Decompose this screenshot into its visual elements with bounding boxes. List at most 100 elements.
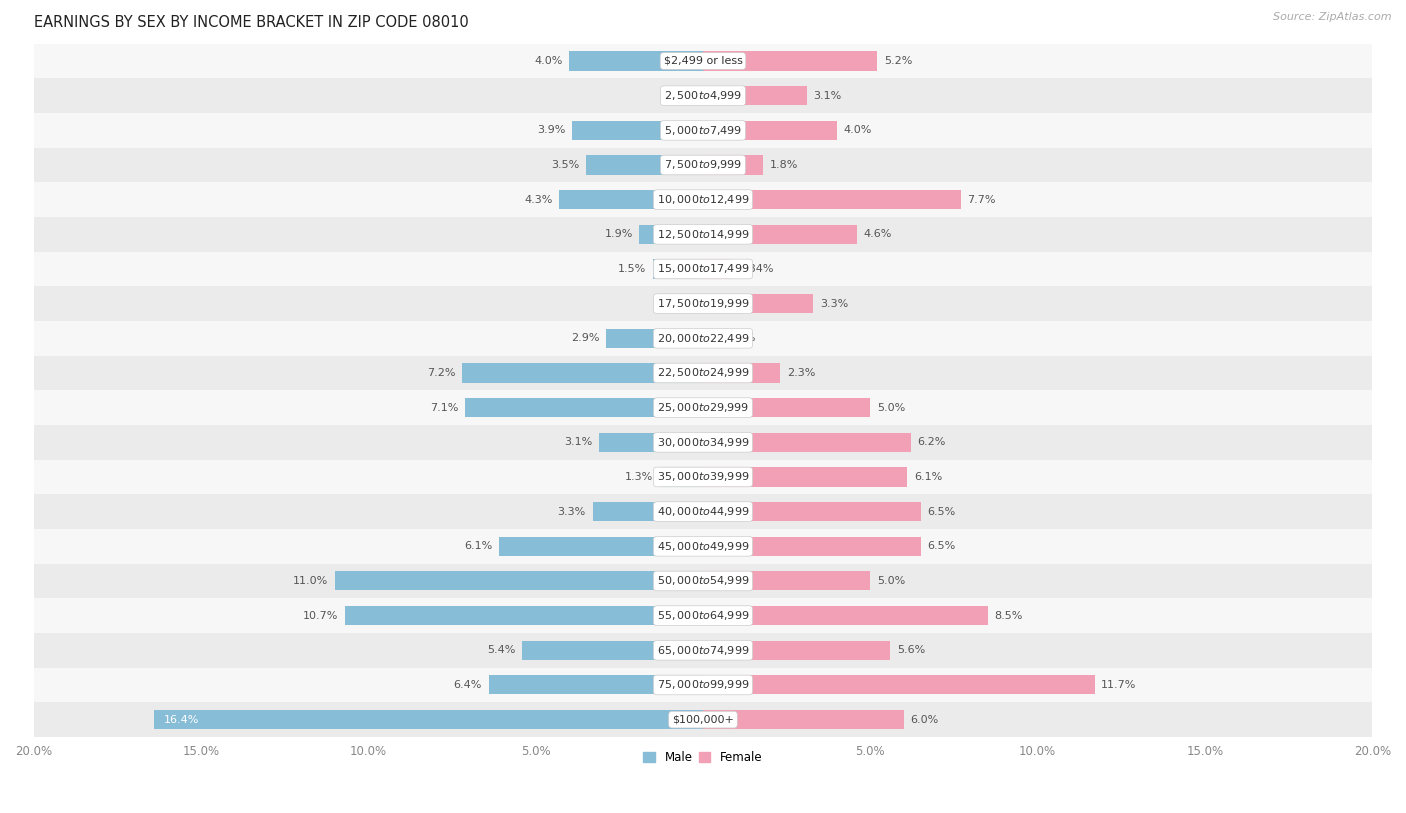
Bar — [34, 494, 1372, 529]
Text: 6.4%: 6.4% — [454, 680, 482, 690]
Text: 5.4%: 5.4% — [488, 646, 516, 655]
Text: $10,000 to $12,499: $10,000 to $12,499 — [657, 193, 749, 207]
Bar — [599, 433, 703, 452]
Text: $50,000 to $54,999: $50,000 to $54,999 — [657, 575, 749, 588]
Bar — [703, 606, 987, 625]
Text: 6.1%: 6.1% — [914, 472, 942, 482]
Bar — [34, 633, 1372, 667]
Text: $30,000 to $34,999: $30,000 to $34,999 — [657, 436, 749, 449]
Text: 5.0%: 5.0% — [877, 402, 905, 413]
Bar — [703, 676, 1095, 694]
Text: 4.6%: 4.6% — [863, 229, 891, 239]
Bar — [652, 259, 703, 279]
Bar — [34, 148, 1372, 182]
Bar — [703, 537, 921, 556]
Text: 0.12%: 0.12% — [657, 298, 692, 309]
Bar — [703, 121, 837, 140]
Bar — [703, 86, 807, 105]
Text: Source: ZipAtlas.com: Source: ZipAtlas.com — [1274, 12, 1392, 22]
Bar — [34, 252, 1372, 286]
Bar — [572, 121, 703, 140]
Text: $7,500 to $9,999: $7,500 to $9,999 — [664, 159, 742, 172]
Text: $40,000 to $44,999: $40,000 to $44,999 — [657, 505, 749, 518]
Text: 1.5%: 1.5% — [617, 264, 647, 274]
Bar — [34, 217, 1372, 252]
Text: 3.9%: 3.9% — [537, 125, 565, 135]
Bar — [522, 641, 703, 660]
Bar — [34, 702, 1372, 737]
Bar — [463, 363, 703, 382]
Text: 4.0%: 4.0% — [534, 56, 562, 66]
Bar — [499, 537, 703, 556]
Text: $20,000 to $22,499: $20,000 to $22,499 — [657, 332, 749, 345]
Bar — [703, 572, 870, 590]
Bar — [703, 51, 877, 71]
Bar — [560, 190, 703, 209]
Text: 6.5%: 6.5% — [928, 506, 956, 516]
Text: 7.1%: 7.1% — [430, 402, 458, 413]
Text: $45,000 to $49,999: $45,000 to $49,999 — [657, 540, 749, 553]
Text: 0.0%: 0.0% — [668, 91, 696, 101]
Text: $25,000 to $29,999: $25,000 to $29,999 — [657, 401, 749, 414]
Bar — [703, 433, 911, 452]
Text: $12,500 to $14,999: $12,500 to $14,999 — [657, 228, 749, 241]
Bar — [344, 606, 703, 625]
Bar — [155, 710, 703, 729]
Text: 6.0%: 6.0% — [911, 715, 939, 724]
Text: 11.7%: 11.7% — [1101, 680, 1136, 690]
Bar — [659, 467, 703, 486]
Text: $5,000 to $7,499: $5,000 to $7,499 — [664, 124, 742, 137]
Bar — [569, 51, 703, 71]
Bar — [703, 641, 890, 660]
Bar — [703, 710, 904, 729]
Bar — [703, 502, 921, 521]
Text: 1.3%: 1.3% — [624, 472, 652, 482]
Text: $100,000+: $100,000+ — [672, 715, 734, 724]
Bar — [465, 398, 703, 417]
Bar — [703, 398, 870, 417]
Bar — [34, 113, 1372, 148]
Bar — [606, 328, 703, 348]
Text: 3.5%: 3.5% — [551, 160, 579, 170]
Bar — [703, 294, 814, 313]
Bar — [34, 529, 1372, 563]
Bar — [703, 155, 763, 175]
Text: 3.3%: 3.3% — [558, 506, 586, 516]
Text: 8.5%: 8.5% — [994, 611, 1022, 620]
Bar — [586, 155, 703, 175]
Text: 0.32%: 0.32% — [720, 333, 756, 343]
Text: 3.1%: 3.1% — [564, 437, 592, 447]
Text: 5.0%: 5.0% — [877, 576, 905, 586]
Text: 7.2%: 7.2% — [427, 368, 456, 378]
Bar — [703, 328, 714, 348]
Text: $65,000 to $74,999: $65,000 to $74,999 — [657, 644, 749, 657]
Text: $2,499 or less: $2,499 or less — [664, 56, 742, 66]
Text: $17,500 to $19,999: $17,500 to $19,999 — [657, 297, 749, 310]
Text: 6.1%: 6.1% — [464, 541, 492, 551]
Bar — [34, 459, 1372, 494]
Bar — [34, 286, 1372, 321]
Text: 5.2%: 5.2% — [884, 56, 912, 66]
Text: 0.84%: 0.84% — [738, 264, 773, 274]
Bar — [592, 502, 703, 521]
Text: 11.0%: 11.0% — [292, 576, 328, 586]
Text: 3.3%: 3.3% — [820, 298, 848, 309]
Bar — [34, 78, 1372, 113]
Bar — [703, 190, 960, 209]
Bar — [703, 467, 907, 486]
Bar — [703, 259, 731, 279]
Text: $2,500 to $4,999: $2,500 to $4,999 — [664, 89, 742, 102]
Bar — [34, 563, 1372, 598]
Text: 2.3%: 2.3% — [787, 368, 815, 378]
Text: 6.2%: 6.2% — [917, 437, 946, 447]
Text: 7.7%: 7.7% — [967, 194, 995, 205]
Text: 2.9%: 2.9% — [571, 333, 599, 343]
Legend: Male, Female: Male, Female — [638, 746, 768, 769]
Bar — [640, 224, 703, 244]
Text: 1.8%: 1.8% — [770, 160, 799, 170]
Bar — [489, 676, 703, 694]
Text: $22,500 to $24,999: $22,500 to $24,999 — [657, 367, 749, 380]
Text: $15,000 to $17,499: $15,000 to $17,499 — [657, 263, 749, 276]
Bar — [34, 425, 1372, 459]
Text: 4.0%: 4.0% — [844, 125, 872, 135]
